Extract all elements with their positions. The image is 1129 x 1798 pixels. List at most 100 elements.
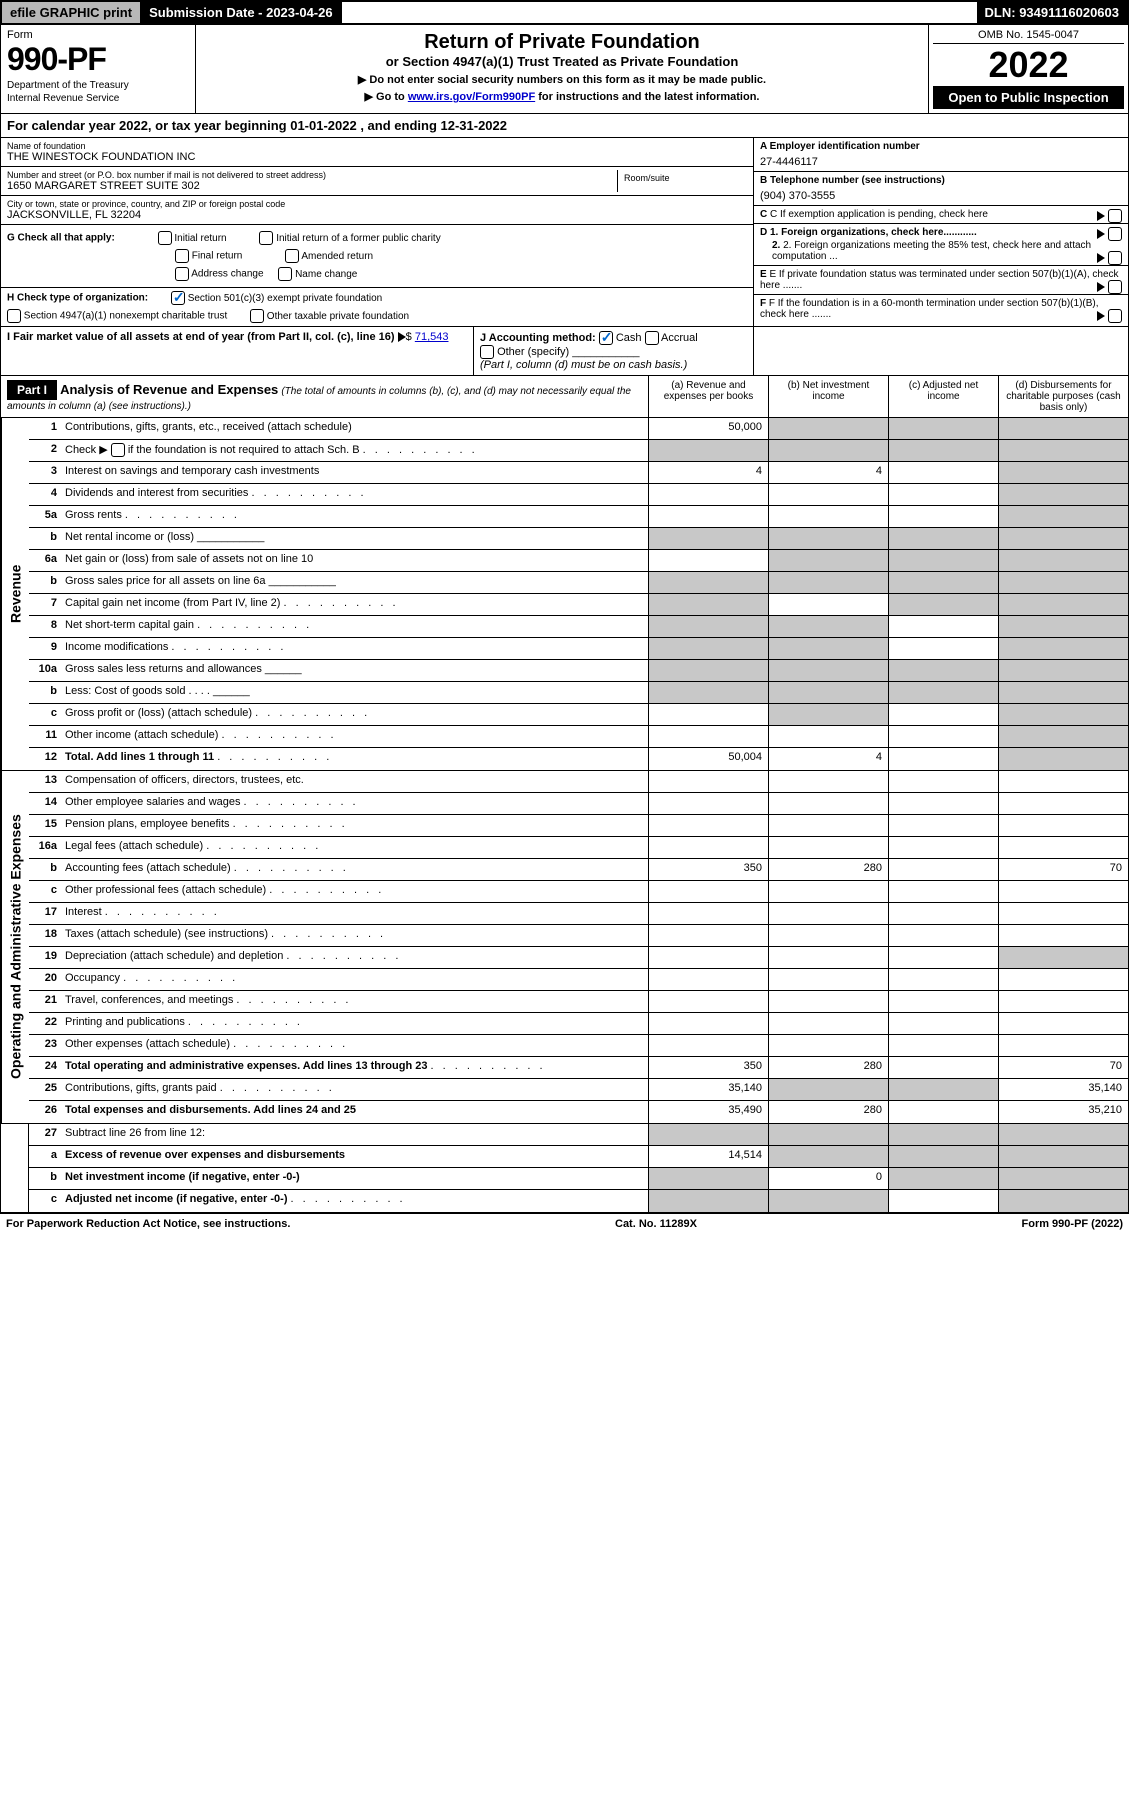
dept-treasury: Department of the Treasury (7, 80, 189, 91)
form-header: Form 990-PF Department of the Treasury I… (0, 25, 1129, 114)
table-row: 10aGross sales less returns and allowanc… (29, 660, 1128, 682)
e-label: E If private foundation status was termi… (760, 269, 1119, 291)
ssn-note: ▶ Do not enter social security numbers o… (202, 73, 922, 86)
city-label: City or town, state or province, country… (7, 199, 747, 209)
arrow-icon (1097, 229, 1105, 239)
col-a-header: (a) Revenue and expenses per books (648, 376, 768, 417)
other-method-checkbox[interactable] (480, 345, 494, 359)
c-label: C If exemption application is pending, c… (770, 209, 988, 220)
form-label: Form (7, 29, 189, 41)
g-section: G Check all that apply: Initial return I… (7, 231, 747, 245)
table-row: 1Contributions, gifts, grants, etc., rec… (29, 418, 1128, 440)
form-link[interactable]: www.irs.gov/Form990PF (408, 91, 535, 103)
table-row: bGross sales price for all assets on lin… (29, 572, 1128, 594)
arrow-icon (1097, 253, 1105, 263)
name-change-checkbox[interactable] (278, 267, 292, 281)
page-footer: For Paperwork Reduction Act Notice, see … (0, 1213, 1129, 1234)
revenue-section: Revenue 1Contributions, gifts, grants, e… (0, 418, 1129, 771)
city-state-zip: JACKSONVILLE, FL 32204 (7, 209, 747, 221)
table-row: 2Check ▶ if the foundation is not requir… (29, 440, 1128, 462)
table-row: 9Income modifications (29, 638, 1128, 660)
60month-checkbox[interactable] (1108, 309, 1122, 323)
table-row: aExcess of revenue over expenses and dis… (29, 1146, 1128, 1168)
table-row: bAccounting fees (attach schedule) 35028… (29, 859, 1128, 881)
other-taxable-checkbox[interactable] (250, 309, 264, 323)
table-row: 20Occupancy (29, 969, 1128, 991)
table-row: 12Total. Add lines 1 through 11 50,0044 (29, 748, 1128, 770)
table-row: 21Travel, conferences, and meetings (29, 991, 1128, 1013)
table-row: 3Interest on savings and temporary cash … (29, 462, 1128, 484)
table-row: 8Net short-term capital gain (29, 616, 1128, 638)
part1-label: Part I (7, 380, 57, 400)
table-row: 5aGross rents (29, 506, 1128, 528)
address-change-checkbox[interactable] (175, 267, 189, 281)
irs-label: Internal Revenue Service (7, 93, 189, 104)
4947-checkbox[interactable] (7, 309, 21, 323)
name-label: Name of foundation (7, 141, 747, 151)
catalog-number: Cat. No. 11289X (615, 1218, 697, 1230)
initial-former-checkbox[interactable] (259, 231, 273, 245)
table-row: 23Other expenses (attach schedule) (29, 1035, 1128, 1057)
d1-label: D 1. Foreign organizations, check here..… (760, 227, 977, 238)
cash-checkbox[interactable] (599, 331, 613, 345)
omb-number: OMB No. 1545-0047 (933, 29, 1124, 44)
table-row: 14Other employee salaries and wages (29, 793, 1128, 815)
table-row: 27Subtract line 26 from line 12: (29, 1124, 1128, 1146)
ein-label: A Employer identification number (760, 141, 920, 152)
amended-return-checkbox[interactable] (285, 249, 299, 263)
schb-checkbox[interactable] (111, 443, 125, 457)
table-row: 11Other income (attach schedule) (29, 726, 1128, 748)
revenue-label: Revenue (1, 418, 29, 770)
table-row: 26Total expenses and disbursements. Add … (29, 1101, 1128, 1123)
form-number: 990-PF (7, 41, 189, 78)
calendar-year: For calendar year 2022, or tax year begi… (0, 114, 1129, 138)
entity-info: Name of foundation THE WINESTOCK FOUNDAT… (0, 138, 1129, 327)
col-b-header: (b) Net investment income (768, 376, 888, 417)
table-row: cOther professional fees (attach schedul… (29, 881, 1128, 903)
table-row: 19Depreciation (attach schedule) and dep… (29, 947, 1128, 969)
table-row: 15Pension plans, employee benefits (29, 815, 1128, 837)
phone-label: B Telephone number (see instructions) (760, 175, 945, 186)
submission-date: Submission Date - 2023-04-26 (141, 2, 342, 23)
arrow-icon (1097, 311, 1105, 321)
table-row: 7Capital gain net income (from Part IV, … (29, 594, 1128, 616)
table-row: bLess: Cost of goods sold . . . . ______ (29, 682, 1128, 704)
col-d-header: (d) Disbursements for charitable purpose… (998, 376, 1128, 417)
table-row: 17Interest (29, 903, 1128, 925)
table-row: 25Contributions, gifts, grants paid 35,1… (29, 1079, 1128, 1101)
expenses-label: Operating and Administrative Expenses (1, 771, 29, 1123)
foreign-85-checkbox[interactable] (1108, 251, 1122, 265)
exemption-pending-checkbox[interactable] (1108, 209, 1122, 223)
foundation-name: THE WINESTOCK FOUNDATION INC (7, 151, 747, 163)
foreign-org-checkbox[interactable] (1108, 227, 1122, 241)
initial-return-checkbox[interactable] (158, 231, 172, 245)
paperwork-notice: For Paperwork Reduction Act Notice, see … (6, 1218, 290, 1230)
table-row: 13Compensation of officers, directors, t… (29, 771, 1128, 793)
dln: DLN: 93491116020603 (977, 2, 1127, 23)
form-title: Return of Private Foundation (202, 31, 922, 54)
501c3-checkbox[interactable] (171, 291, 185, 305)
addr-label: Number and street (or P.O. box number if… (7, 170, 617, 180)
d2-label: 2. Foreign organizations meeting the 85%… (772, 240, 1091, 262)
hij-section: I Fair market value of all assets at end… (0, 327, 1129, 376)
status-terminated-checkbox[interactable] (1108, 280, 1122, 294)
accrual-checkbox[interactable] (645, 331, 659, 345)
summary-section: 27Subtract line 26 from line 12: aExcess… (0, 1124, 1129, 1213)
table-row: 22Printing and publications (29, 1013, 1128, 1035)
table-row: 18Taxes (attach schedule) (see instructi… (29, 925, 1128, 947)
efile-label[interactable]: efile GRAPHIC print (2, 2, 141, 23)
expenses-section: Operating and Administrative Expenses 13… (0, 771, 1129, 1124)
table-row: 24Total operating and administrative exp… (29, 1057, 1128, 1079)
fmv-value[interactable]: 71,543 (415, 331, 449, 343)
table-row: cGross profit or (loss) (attach schedule… (29, 704, 1128, 726)
table-row: 16aLegal fees (attach schedule) (29, 837, 1128, 859)
phone-value: (904) 370-3555 (760, 190, 1122, 202)
room-suite-label: Room/suite (617, 170, 747, 192)
table-row: cAdjusted net income (if negative, enter… (29, 1190, 1128, 1212)
col-c-header: (c) Adjusted net income (888, 376, 998, 417)
final-return-checkbox[interactable] (175, 249, 189, 263)
table-row: 6aNet gain or (loss) from sale of assets… (29, 550, 1128, 572)
open-public: Open to Public Inspection (933, 86, 1124, 109)
arrow-icon (1097, 211, 1105, 221)
street-address: 1650 MARGARET STREET SUITE 302 (7, 180, 617, 192)
